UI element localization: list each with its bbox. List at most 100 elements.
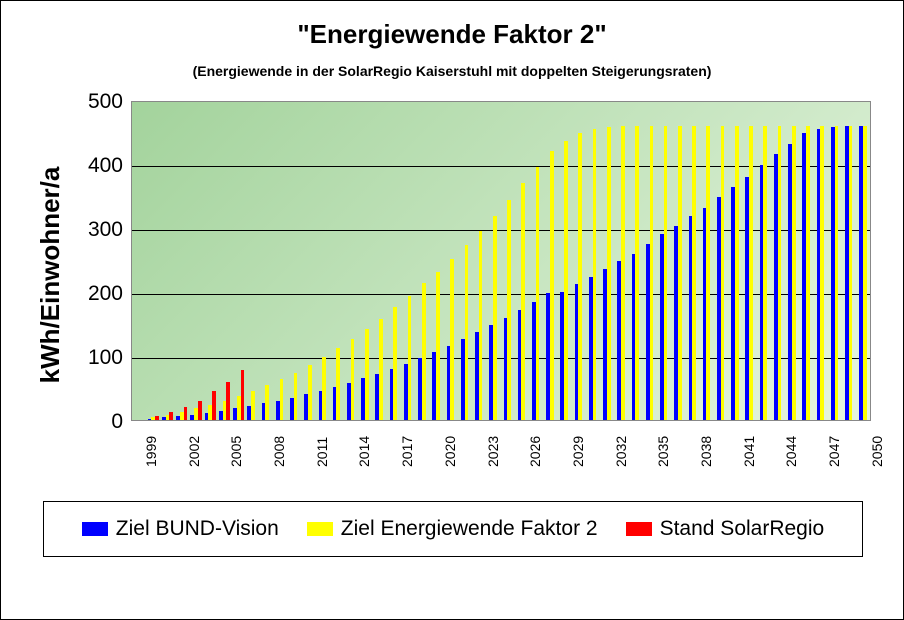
bar: [390, 369, 394, 420]
bar: [646, 244, 650, 420]
legend: Ziel BUND-VisionZiel Energiewende Faktor…: [43, 501, 863, 557]
bar: [375, 374, 379, 420]
legend-label: Ziel BUND-Vision: [116, 517, 279, 541]
bar: [507, 200, 511, 420]
bar: [778, 126, 782, 420]
x-tick-label: 2038: [698, 436, 714, 467]
bar: [635, 126, 639, 420]
bar: [162, 417, 166, 420]
bar: [265, 385, 269, 420]
bar: [518, 310, 522, 420]
y-tick-label: 200: [73, 283, 123, 304]
bar: [347, 383, 351, 420]
bar: [212, 391, 216, 420]
bar: [290, 398, 294, 420]
bar: [536, 167, 540, 420]
bar: [788, 144, 792, 420]
bar: [689, 216, 693, 420]
bar: [650, 126, 654, 420]
chart-subtitle: (Energiewende in der SolarRegio Kaiserst…: [1, 63, 903, 79]
x-tick-label: 2005: [228, 436, 244, 467]
bar: [849, 126, 853, 420]
x-tick-label: 2035: [655, 436, 671, 467]
bar: [820, 126, 824, 420]
bar: [774, 154, 778, 420]
bar: [674, 226, 678, 420]
bar: [447, 346, 451, 420]
y-tick-label: 100: [73, 347, 123, 368]
bar: [607, 127, 611, 420]
bar: [226, 382, 230, 420]
bar: [603, 269, 607, 420]
legend-swatch: [307, 522, 333, 536]
legend-item: Ziel BUND-Vision: [82, 517, 279, 541]
x-tick-label: 2047: [826, 436, 842, 467]
bar: [760, 165, 764, 420]
bar: [621, 126, 625, 420]
bar: [418, 358, 422, 420]
x-tick-label: 2008: [271, 436, 287, 467]
bar: [717, 197, 721, 420]
bar: [489, 325, 493, 420]
bar: [560, 292, 564, 420]
bar: [578, 133, 582, 420]
bar: [546, 293, 550, 420]
bar: [465, 245, 469, 420]
x-tick-label: 1999: [143, 436, 159, 467]
bar: [731, 187, 735, 420]
bar: [379, 319, 383, 420]
bar: [304, 394, 308, 420]
x-axis-ticks: 1999200220052008201120142017202020232026…: [131, 425, 871, 485]
bar: [422, 283, 426, 420]
bar: [593, 129, 597, 420]
bar: [233, 408, 237, 420]
bar: [351, 339, 355, 420]
bar: [432, 352, 436, 420]
bar: [393, 307, 397, 420]
bar: [859, 126, 863, 420]
y-tick-label: 400: [73, 155, 123, 176]
bar: [184, 407, 188, 420]
bar: [532, 302, 536, 420]
x-tick-label: 2020: [442, 436, 458, 467]
bar: [219, 411, 223, 420]
bar: [863, 126, 867, 420]
x-tick-label: 2029: [570, 436, 586, 467]
bar: [319, 391, 323, 420]
bar: [251, 391, 255, 420]
y-tick-label: 500: [73, 91, 123, 112]
bar: [745, 177, 749, 420]
chart-title: "Energiewende Faktor 2": [1, 19, 903, 50]
bar: [461, 339, 465, 420]
bar: [664, 126, 668, 420]
legend-item: Stand SolarRegio: [626, 517, 825, 541]
bar: [749, 126, 753, 420]
bar: [308, 365, 312, 420]
bar: [404, 364, 408, 420]
bar: [176, 416, 180, 420]
bar: [450, 259, 454, 420]
bar: [735, 126, 739, 420]
x-tick-label: 2011: [314, 437, 330, 467]
bar: [169, 412, 173, 420]
bar: [550, 151, 554, 420]
bar: [241, 370, 245, 420]
x-tick-label: 2041: [741, 436, 757, 467]
bar: [475, 332, 479, 420]
x-tick-label: 2014: [356, 436, 372, 467]
bar: [280, 379, 284, 420]
plot-area: [131, 101, 871, 421]
bar: [564, 141, 568, 420]
x-tick-label: 2032: [613, 436, 629, 467]
plot-area-wrap: [131, 101, 871, 421]
bar: [802, 133, 806, 420]
bar: [294, 373, 298, 420]
bar: [763, 126, 767, 420]
bar: [198, 401, 202, 420]
bar: [845, 126, 849, 420]
x-tick-label: 2002: [186, 436, 202, 467]
bar: [589, 277, 593, 420]
bar: [262, 403, 266, 420]
bar: [276, 401, 280, 420]
x-tick-label: 2050: [869, 436, 885, 467]
